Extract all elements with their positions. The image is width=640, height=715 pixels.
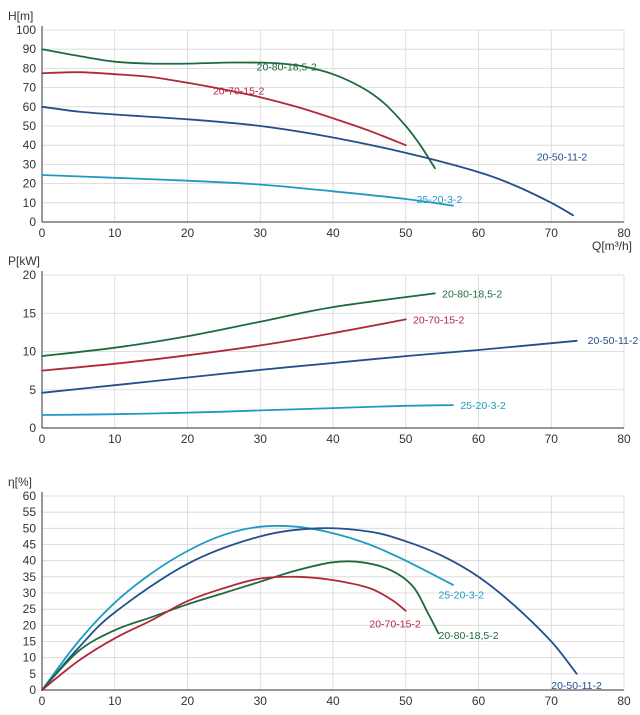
series-label: 20-50-11-2: [588, 335, 639, 347]
y-tick-label: 60: [23, 100, 37, 114]
y-tick-label: 0: [29, 421, 36, 435]
y-tick-label: 35: [23, 570, 37, 584]
y-tick-label: 60: [23, 489, 37, 503]
x-tick-label: 60: [472, 694, 486, 708]
x-tick-label: 60: [472, 226, 486, 240]
x-tick-label: 50: [399, 694, 413, 708]
x-tick-label: 70: [545, 694, 559, 708]
x-tick-label: 10: [108, 226, 122, 240]
series-line-20-80-18,5-2: [41, 292, 436, 357]
series-label: 20-80-18,5-2: [442, 288, 502, 300]
series-label: 25-20-3-2: [460, 400, 506, 412]
series-line-20-50-11-2: [41, 105, 574, 217]
y-tick-label: 20: [23, 177, 37, 191]
y-tick-label: 30: [23, 157, 37, 171]
y-tick-label: 0: [29, 215, 36, 229]
y-tick-label: 10: [23, 196, 37, 210]
y-tick-label: 5: [29, 667, 36, 681]
x-tick-label: 50: [399, 432, 413, 446]
series-label: 20-80-18,5-2: [257, 61, 317, 73]
series-label: 20-50-11-2: [551, 680, 602, 692]
y-tick-label: 20: [23, 268, 37, 282]
series-line-25-20-3-2: [41, 404, 454, 416]
series-label: 20-80-18,5-2: [438, 630, 498, 642]
y-tick-label: 100: [16, 23, 36, 37]
y-tick-label: 45: [23, 538, 37, 552]
x-tick-label: 80: [617, 226, 631, 240]
x-tick-label: 60: [472, 432, 486, 446]
x-tick-label: 10: [108, 432, 122, 446]
x-tick-label: 20: [181, 432, 195, 446]
y-tick-label: 90: [23, 42, 37, 56]
y-tick-label: 80: [23, 61, 37, 75]
series-label: 25-20-3-2: [438, 590, 484, 602]
x-tick-label: 80: [617, 432, 631, 446]
series-label: 20-70-15-2: [413, 314, 465, 326]
series-line-20-50-11-2: [41, 527, 578, 691]
y-tick-label: 40: [23, 138, 37, 152]
chart-panel-2: 0 10 20 30 40 50 60 70 8005101520P[kW]20-80-18,5…: [8, 254, 638, 446]
y-tick-label: 20: [23, 618, 37, 632]
x-tick-label: 20: [181, 226, 195, 240]
x-tick-label: 0: [39, 226, 46, 240]
x-tick-label: 20: [181, 694, 195, 708]
y-tick-label: 50: [23, 521, 37, 535]
y-tick-label: 5: [29, 383, 36, 397]
y-tick-label: 25: [23, 602, 37, 616]
x-tick-label: 50: [399, 226, 413, 240]
y-tick-label: 50: [23, 119, 37, 133]
y-tick-label: 70: [23, 81, 37, 95]
series-line-20-80-18,5-2: [41, 560, 440, 691]
series-line-20-70-15-2: [41, 575, 407, 691]
chart-panel-3: 0 10 20 30 40 50 60 70 8005101520253035404550556…: [8, 475, 631, 708]
y-tick-label: 30: [23, 586, 37, 600]
series-line-20-80-18,5-2: [41, 48, 436, 170]
y-axis-label: η[%]: [8, 475, 32, 489]
y-tick-label: 40: [23, 554, 37, 568]
x-axis-label: Q[m³/h]: [592, 239, 632, 253]
x-tick-label: 10: [108, 694, 122, 708]
x-tick-label: 30: [254, 694, 268, 708]
y-tick-label: 10: [23, 651, 37, 665]
x-tick-label: 0: [39, 432, 46, 446]
x-tick-label: 70: [545, 432, 559, 446]
x-tick-label: 40: [326, 694, 340, 708]
series-line-20-70-15-2: [41, 318, 407, 372]
chart-panel-1: 0 10 20 30 40 50 60 70 80 0 10 20 30 40 50 60 70 80 90 100H…: [8, 9, 632, 253]
y-tick-label: 15: [23, 635, 37, 649]
series-line-20-50-11-2: [41, 339, 578, 394]
series-line-20-70-15-2: [41, 71, 407, 147]
y-tick-label: 15: [23, 306, 37, 320]
x-tick-label: 40: [326, 226, 340, 240]
series-label: 20-70-15-2: [369, 619, 421, 631]
y-axis-label: P[kW]: [8, 254, 40, 268]
x-tick-label: 80: [617, 694, 631, 708]
y-tick-label: 55: [23, 505, 37, 519]
series-label: 20-50-11-2: [537, 152, 588, 164]
series-line-25-20-3-2: [41, 524, 454, 691]
x-tick-label: 30: [254, 432, 268, 446]
x-tick-label: 30: [254, 226, 268, 240]
x-tick-label: 40: [326, 432, 340, 446]
y-axis-label: H[m]: [8, 9, 33, 23]
x-tick-label: 70: [545, 226, 559, 240]
y-tick-label: 0: [29, 683, 36, 697]
series-label: 20-70-15-2: [213, 85, 265, 97]
series-line-25-20-3-2: [41, 174, 454, 207]
x-tick-label: 0: [39, 694, 46, 708]
series-label: 25-20-3-2: [417, 194, 463, 206]
y-tick-label: 10: [23, 345, 37, 359]
